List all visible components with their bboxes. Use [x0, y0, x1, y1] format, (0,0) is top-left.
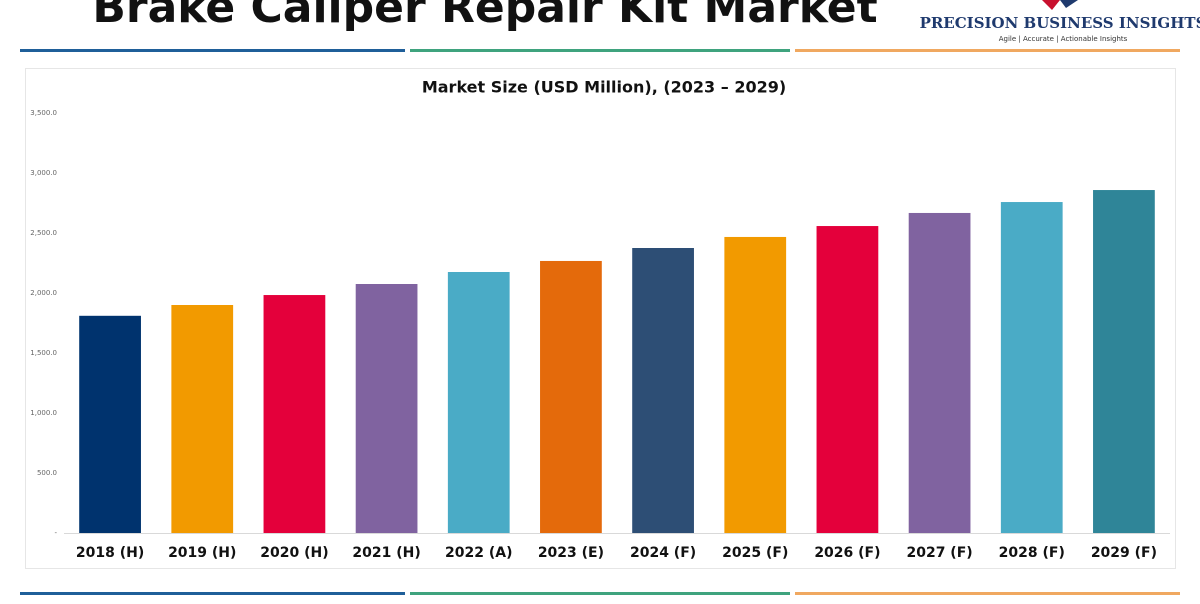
- x-tick-label: 2023 (E): [538, 545, 604, 561]
- bar: [908, 212, 971, 533]
- divider: [795, 592, 1180, 595]
- x-tick-label: 2025 (F): [722, 545, 788, 561]
- y-tick-label: -: [54, 529, 57, 537]
- x-tick-label: 2019 (H): [168, 545, 236, 561]
- y-tick-label: 1,000.0: [30, 409, 57, 417]
- bar: [171, 305, 234, 533]
- bar: [632, 248, 694, 533]
- divider: [20, 49, 405, 52]
- divider: [410, 49, 790, 52]
- x-tick-label: 2029 (F): [1091, 545, 1157, 561]
- bar: [447, 272, 510, 533]
- x-tick-label: 2021 (H): [352, 545, 420, 561]
- x-tick-label: 2026 (F): [814, 545, 880, 561]
- brand-tagline: Agile | Accurate | Actionable Insights: [999, 35, 1128, 43]
- y-tick-label: 2,000.0: [30, 289, 57, 297]
- bar: [540, 260, 602, 533]
- chart-title: Market Size (USD Million), (2023 – 2029): [422, 78, 786, 97]
- divider: [795, 49, 1180, 52]
- x-tick-label: 2024 (F): [630, 545, 696, 561]
- y-tick-label: 2,500.0: [30, 229, 57, 237]
- logo-mark: [1060, 0, 1078, 8]
- bar: [1000, 202, 1063, 534]
- x-tick-label: 2027 (F): [906, 545, 972, 561]
- x-tick-label: 2018 (H): [76, 545, 144, 561]
- bar: [79, 315, 141, 533]
- bar: [1093, 190, 1155, 534]
- divider: [20, 592, 405, 595]
- x-tick-label: 2020 (H): [260, 545, 328, 561]
- divider: [410, 592, 790, 595]
- brand-name: PRECISION BUSINESS INSIGHTS: [920, 14, 1200, 32]
- y-tick-label: 3,500.0: [30, 109, 57, 117]
- bar: [816, 226, 879, 534]
- y-tick-label: 500.0: [37, 469, 57, 477]
- bar: [263, 295, 326, 533]
- x-tick-label: 2028 (F): [999, 545, 1065, 561]
- y-tick-label: 1,500.0: [30, 349, 57, 357]
- logo-mark: [1042, 0, 1060, 10]
- bar: [355, 284, 418, 533]
- y-tick-label: 3,000.0: [30, 169, 57, 177]
- x-tick-label: 2022 (A): [445, 545, 512, 561]
- chart-frame: [25, 68, 1176, 569]
- plot: - 500.0 1,000.0 1,500.0 2,000.0 2,500.0 3,000.…: [30, 109, 1170, 561]
- bar: [724, 236, 787, 533]
- page-title: Brake Caliper Repair Kit Market: [92, 0, 877, 33]
